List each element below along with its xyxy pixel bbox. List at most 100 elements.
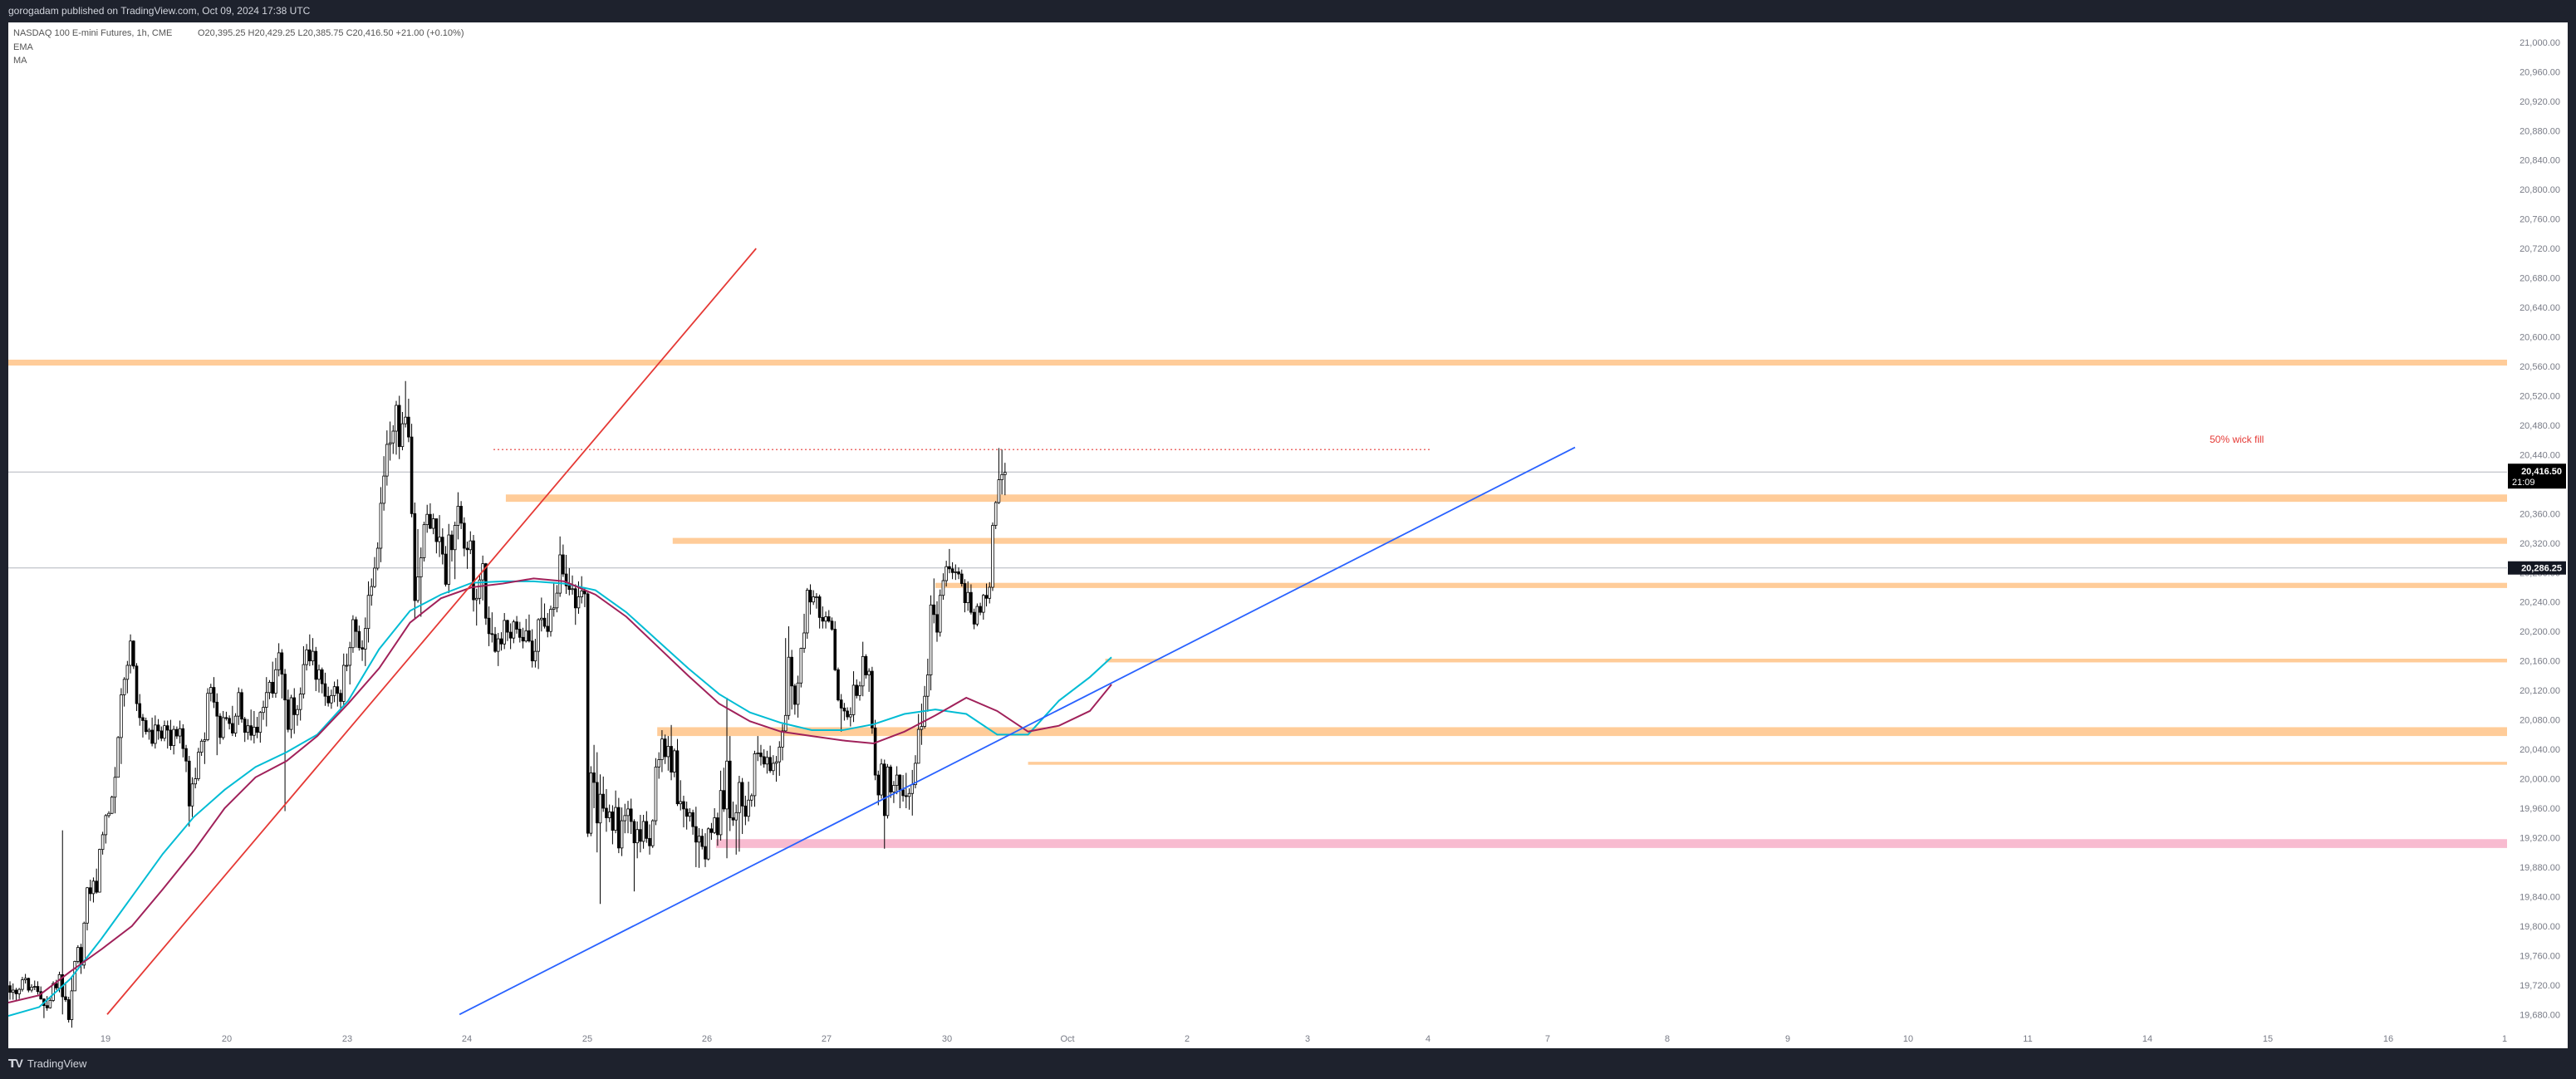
candle-body[interactable] [175,728,179,737]
chart-frame[interactable]: 50% wick fill 21,000.00 20,960.00 20,920.0… [7,22,2568,1048]
candle-body[interactable] [277,652,281,670]
candle-body[interactable] [886,766,890,817]
candle-body[interactable] [864,655,868,675]
candle-body[interactable] [598,793,602,824]
candle-body[interactable] [959,573,964,584]
candle-body[interactable] [326,695,330,704]
candle-body[interactable] [580,591,583,597]
candle-body[interactable] [339,693,342,702]
candle-body[interactable] [851,684,856,715]
candle-body[interactable] [910,784,915,794]
candle-body[interactable] [345,665,349,667]
candle-body[interactable] [249,725,253,736]
candle-body[interactable] [73,961,76,992]
candle-body[interactable] [187,760,191,807]
candle-body[interactable] [323,683,327,697]
candle-body[interactable] [243,719,247,733]
candle-body[interactable] [444,553,448,585]
candle-body[interactable] [45,1005,49,1008]
candle-body[interactable] [898,774,902,791]
candle-body[interactable] [286,699,290,730]
candle-body[interactable] [941,580,945,596]
candle-body[interactable] [673,750,676,772]
candle-body[interactable] [991,525,994,588]
candle-body[interactable] [632,821,636,844]
candle-body[interactable] [518,629,522,638]
candle-body[interactable] [837,669,840,701]
candle-body[interactable] [431,518,435,529]
candle-body[interactable] [675,750,680,805]
candle-body[interactable] [774,761,778,764]
candle-body[interactable] [363,628,367,650]
candle-body[interactable] [515,621,518,630]
candle-body[interactable] [382,475,385,504]
candle-body[interactable] [178,728,182,737]
candle-body[interactable] [95,880,98,893]
candle-body[interactable] [317,669,321,680]
candle-body[interactable] [274,669,277,694]
candle-body[interactable] [129,640,132,666]
candle-body[interactable] [506,620,509,633]
candle-body[interactable] [521,636,525,642]
candle-body[interactable] [1003,472,1007,475]
candle-body[interactable] [815,596,818,598]
candle-body[interactable] [555,592,559,609]
candle-body[interactable] [224,717,228,719]
candle-body[interactable] [215,701,219,717]
candle-body[interactable] [159,730,164,739]
candle-body[interactable] [496,638,500,652]
candle-body[interactable] [858,685,861,696]
candle-body[interactable] [719,790,723,836]
candle-body[interactable] [172,728,175,747]
candle-body[interactable] [650,820,655,846]
candle-body[interactable] [743,805,748,817]
candle-body[interactable] [948,566,951,570]
candle-body[interactable] [165,725,169,731]
candle-body[interactable] [583,591,586,595]
candle-body[interactable] [759,753,763,758]
candle-body[interactable] [573,588,577,609]
candle-body[interactable] [361,647,364,650]
candle-body[interactable] [86,887,89,924]
candle-body[interactable] [768,757,772,772]
candle-body[interactable] [688,812,692,817]
candle-body[interactable] [419,557,423,577]
candle-body[interactable] [567,585,572,591]
candle-body[interactable] [490,633,494,635]
candle-body[interactable] [706,828,710,860]
candle-body[interactable] [113,777,117,798]
candle-body[interactable] [654,766,658,822]
candle-body[interactable] [397,405,401,448]
candle-body[interactable] [738,782,741,813]
candle-body[interactable] [969,591,973,613]
candle-body[interactable] [190,783,194,807]
candle-body[interactable] [750,795,753,801]
candle-body[interactable] [373,567,376,587]
candle-body[interactable] [52,983,55,1001]
candle-body[interactable] [36,986,40,993]
candle-body[interactable] [691,812,694,827]
candle-body[interactable] [812,596,815,603]
candle-body[interactable] [422,524,426,558]
candle-body[interactable] [407,416,410,438]
candle-body[interactable] [629,808,633,822]
candle-body[interactable] [824,616,827,622]
candle-body[interactable] [320,669,324,684]
candle-body[interactable] [984,595,989,599]
candle-body[interactable] [537,619,540,652]
candle-body[interactable] [620,820,624,849]
candle-body[interactable] [98,849,101,893]
candle-body[interactable] [302,664,306,694]
candle-body[interactable] [920,726,924,730]
candle-body[interactable] [330,694,333,704]
candle-body[interactable] [308,649,312,662]
candle-body[interactable] [138,703,142,719]
candle-body[interactable] [704,846,707,860]
candle-body[interactable] [740,782,744,807]
red-trendline[interactable] [106,248,757,1015]
candle-body[interactable] [30,987,33,991]
candle-body[interactable] [434,518,439,542]
candle-body[interactable] [125,665,130,680]
candle-body[interactable] [487,617,491,635]
candle-body[interactable] [314,650,318,680]
